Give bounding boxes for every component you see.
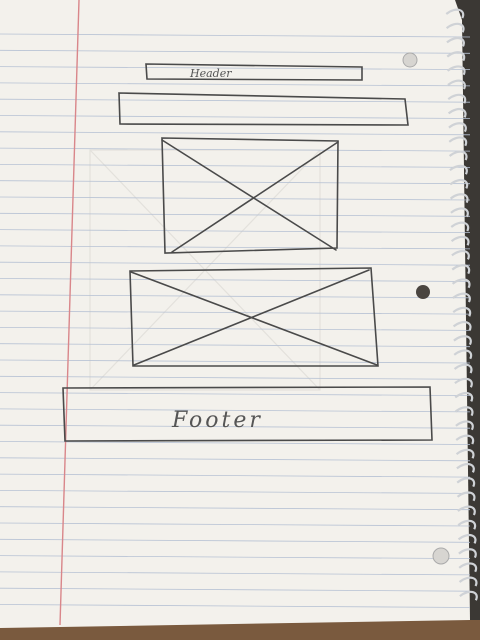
spiral-coil — [458, 576, 478, 587]
ruled-line — [0, 375, 471, 380]
ruled-line — [0, 147, 471, 152]
ruled-line — [0, 604, 471, 608]
spiral-coil — [456, 477, 476, 488]
spiral-coil — [454, 406, 474, 417]
image-placeholder — [129, 267, 379, 367]
spiral-coil — [446, 65, 466, 76]
margin-line — [59, 0, 80, 626]
ruled-line — [0, 538, 471, 543]
spiral-coil — [459, 590, 478, 601]
spiral-coil — [454, 377, 473, 388]
ruled-line — [0, 49, 471, 54]
ruled-line — [0, 587, 471, 592]
ruled-line — [0, 522, 471, 527]
ruled-line — [0, 571, 471, 576]
spiral-coil — [455, 420, 474, 431]
spiral-coil — [455, 448, 475, 459]
wireframe-sketch: Header Footer — [62, 63, 433, 442]
spiral-coil — [457, 505, 476, 516]
footer-box — [62, 386, 433, 442]
ruled-line — [0, 506, 471, 511]
spiral-coil — [452, 306, 472, 317]
spiral-coil — [456, 491, 476, 502]
ruled-line — [0, 261, 471, 266]
image-placeholder — [161, 137, 339, 254]
spiral-coil — [452, 292, 471, 303]
punch-hole — [432, 547, 450, 565]
ruled-line — [0, 196, 471, 201]
punch-hole — [416, 285, 430, 299]
ruled-line — [0, 131, 471, 136]
spiral-coil — [457, 519, 477, 530]
ruled-line — [0, 408, 471, 413]
spiral-coil — [453, 335, 472, 346]
header-bar — [145, 63, 363, 81]
spiral-coil — [454, 391, 474, 402]
spiral-coil — [450, 207, 469, 218]
spiral-coil — [450, 221, 470, 232]
spiral-coil — [446, 36, 465, 47]
ruled-line — [0, 98, 471, 103]
spiral-coil — [445, 8, 465, 19]
spiral-coil — [448, 150, 468, 161]
spiral-coil — [449, 164, 468, 175]
footer-label: Footer — [171, 408, 263, 433]
punch-hole — [402, 52, 418, 68]
ruled-line — [0, 66, 471, 70]
spiral-coil — [457, 533, 477, 544]
nav-bar — [118, 92, 409, 126]
ruled-line — [0, 115, 471, 119]
ruled-line — [0, 473, 471, 478]
spiral-coil — [453, 363, 473, 374]
spiral-coil — [446, 51, 466, 62]
ruled-line — [0, 490, 471, 494]
spiral-coil — [445, 22, 465, 33]
header-label: Header — [189, 67, 232, 80]
ruled-line — [0, 343, 471, 348]
spiral-coil — [448, 122, 467, 133]
spiral-coil — [452, 320, 472, 331]
ruled-line — [0, 359, 471, 364]
ruled-line — [0, 392, 471, 396]
spiral-coil — [453, 349, 473, 360]
spiral-coil — [458, 548, 477, 559]
ruled-line — [0, 555, 471, 559]
ruled-line — [0, 294, 471, 299]
ruled-line — [0, 245, 471, 250]
ruled-line — [0, 278, 471, 282]
ruled-line — [0, 212, 471, 217]
spiral-coil — [447, 107, 467, 118]
ruled-line — [0, 164, 471, 168]
spiral-coil — [458, 562, 478, 573]
spiral-coil — [448, 136, 468, 147]
spiral-coil — [451, 278, 471, 289]
spiral-coil — [450, 235, 470, 246]
spiral-coil — [449, 193, 469, 204]
spiral-coil — [455, 434, 475, 445]
ruled-line — [0, 424, 471, 429]
ruled-line — [0, 82, 471, 87]
spiral-coil — [456, 462, 475, 473]
ruled-line — [0, 327, 471, 331]
ruled-line — [0, 310, 471, 315]
spiral-coil — [447, 93, 467, 104]
spiral-coil — [449, 178, 469, 189]
ruled-line — [0, 229, 471, 233]
ruled-line — [0, 180, 471, 185]
ruled-line — [0, 441, 471, 445]
ruled-lines — [0, 33, 471, 608]
ruled-line — [0, 457, 471, 462]
spiral-coil — [451, 249, 470, 260]
spiral-coil — [447, 79, 466, 90]
paper-sheet — [0, 0, 470, 628]
spiral-coil — [451, 264, 471, 275]
spiral-binding — [445, 8, 478, 601]
